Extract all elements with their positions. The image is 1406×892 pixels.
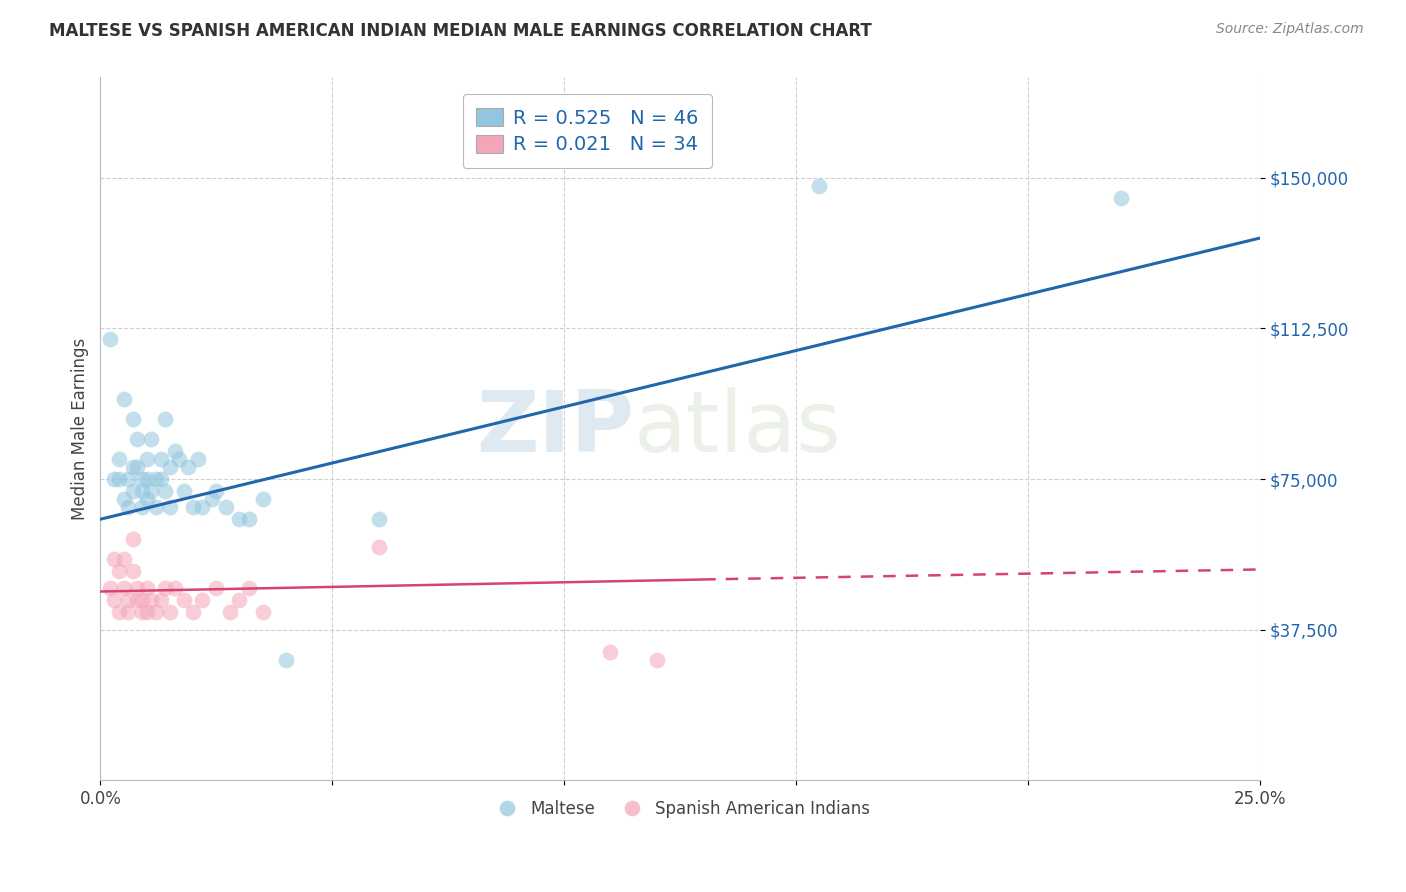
- Point: [108, 605, 131, 619]
- Point: [252, 605, 274, 619]
- Point: [149, 452, 172, 467]
- Point: [149, 592, 172, 607]
- Y-axis label: Median Male Earnings: Median Male Earnings: [72, 338, 89, 520]
- Point: [155, 484, 177, 499]
- Point: [141, 484, 163, 499]
- Legend: Maltese, Spanish American Indians: Maltese, Spanish American Indians: [484, 793, 877, 825]
- Text: MALTESE VS SPANISH AMERICAN INDIAN MEDIAN MALE EARNINGS CORRELATION CHART: MALTESE VS SPANISH AMERICAN INDIAN MEDIA…: [49, 22, 872, 40]
- Point: [117, 472, 139, 486]
- Text: Source: ZipAtlas.com: Source: ZipAtlas.com: [1216, 22, 1364, 37]
- Point: [205, 484, 228, 499]
- Point: [145, 605, 167, 619]
- Point: [117, 500, 139, 515]
- Point: [112, 581, 135, 595]
- Point: [127, 592, 149, 607]
- Point: [191, 500, 214, 515]
- Point: [117, 592, 139, 607]
- Point: [167, 452, 190, 467]
- Point: [187, 452, 209, 467]
- Point: [228, 512, 250, 526]
- Point: [155, 581, 177, 595]
- Point: [145, 472, 167, 486]
- Point: [252, 492, 274, 507]
- Point: [367, 541, 389, 555]
- Point: [219, 605, 242, 619]
- Point: [103, 592, 125, 607]
- Point: [1109, 191, 1132, 205]
- Point: [173, 592, 195, 607]
- Point: [131, 472, 153, 486]
- Point: [121, 565, 143, 579]
- Point: [205, 581, 228, 595]
- Point: [159, 460, 181, 475]
- Point: [135, 472, 157, 486]
- Point: [103, 552, 125, 566]
- Point: [131, 592, 153, 607]
- Point: [112, 492, 135, 507]
- Point: [141, 432, 163, 446]
- Point: [131, 484, 153, 499]
- Point: [135, 605, 157, 619]
- Point: [121, 533, 143, 547]
- Point: [98, 331, 121, 345]
- Point: [645, 653, 668, 667]
- Point: [112, 392, 135, 406]
- Point: [177, 460, 200, 475]
- Point: [191, 592, 214, 607]
- Point: [127, 460, 149, 475]
- Point: [108, 565, 131, 579]
- Point: [112, 552, 135, 566]
- Point: [127, 581, 149, 595]
- Point: [135, 492, 157, 507]
- Point: [117, 605, 139, 619]
- Point: [108, 472, 131, 486]
- Point: [163, 444, 186, 458]
- Point: [155, 412, 177, 426]
- Point: [131, 605, 153, 619]
- Point: [145, 500, 167, 515]
- Point: [159, 605, 181, 619]
- Point: [173, 484, 195, 499]
- Text: atlas: atlas: [634, 387, 842, 470]
- Point: [141, 592, 163, 607]
- Point: [121, 484, 143, 499]
- Point: [131, 500, 153, 515]
- Point: [181, 500, 204, 515]
- Point: [121, 412, 143, 426]
- Point: [135, 452, 157, 467]
- Point: [163, 581, 186, 595]
- Text: ZIP: ZIP: [475, 387, 634, 470]
- Point: [127, 432, 149, 446]
- Point: [103, 472, 125, 486]
- Point: [159, 500, 181, 515]
- Point: [149, 472, 172, 486]
- Point: [214, 500, 236, 515]
- Point: [121, 460, 143, 475]
- Point: [238, 581, 260, 595]
- Point: [238, 512, 260, 526]
- Point: [808, 178, 831, 193]
- Point: [599, 645, 621, 659]
- Point: [181, 605, 204, 619]
- Point: [367, 512, 389, 526]
- Point: [228, 592, 250, 607]
- Point: [274, 653, 297, 667]
- Point: [201, 492, 224, 507]
- Point: [135, 581, 157, 595]
- Point: [98, 581, 121, 595]
- Point: [108, 452, 131, 467]
